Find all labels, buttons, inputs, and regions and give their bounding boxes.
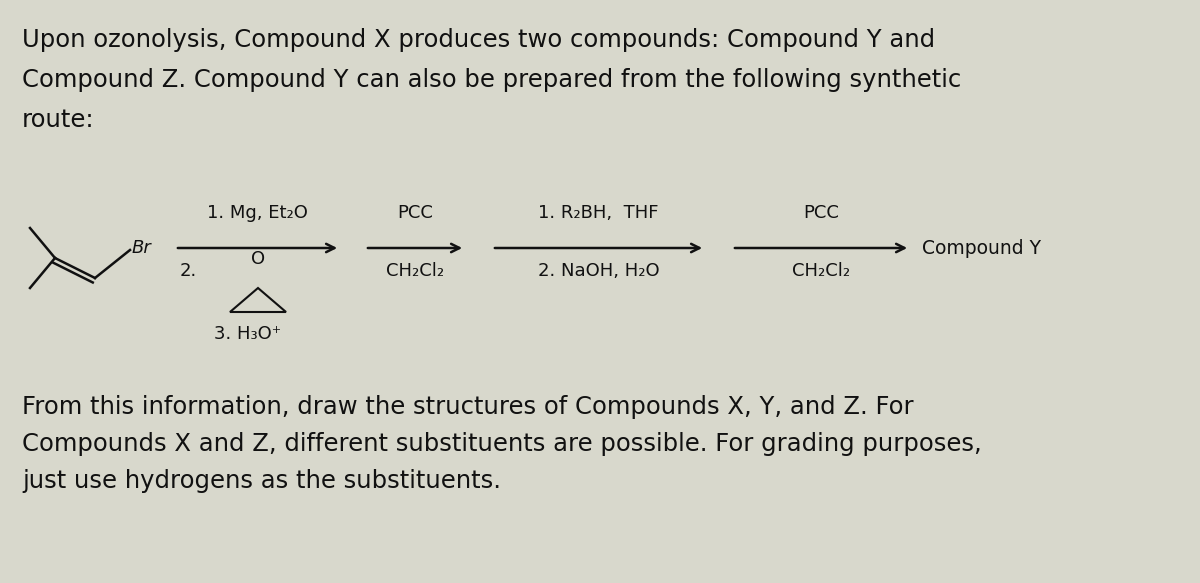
Text: 2.: 2. (180, 262, 197, 280)
Text: From this information, draw the structures of Compounds X, Y, and Z. For: From this information, draw the structur… (22, 395, 913, 419)
Text: Br: Br (132, 239, 151, 257)
Text: O: O (251, 250, 265, 268)
Text: just use hydrogens as the substituents.: just use hydrogens as the substituents. (22, 469, 502, 493)
Text: route:: route: (22, 108, 95, 132)
Text: CH₂Cl₂: CH₂Cl₂ (792, 262, 850, 280)
Text: PCC: PCC (803, 204, 839, 222)
Text: Compound Y: Compound Y (922, 238, 1042, 258)
Text: 1. Mg, Et₂O: 1. Mg, Et₂O (208, 204, 308, 222)
Text: Compounds X and Z, different substituents are possible. For grading purposes,: Compounds X and Z, different substituent… (22, 432, 982, 456)
Text: CH₂Cl₂: CH₂Cl₂ (386, 262, 444, 280)
Text: 2. NaOH, H₂O: 2. NaOH, H₂O (538, 262, 659, 280)
Text: 3. H₃O⁺: 3. H₃O⁺ (214, 325, 281, 343)
Text: 1. R₂BH,  THF: 1. R₂BH, THF (539, 204, 659, 222)
Text: Compound Z. Compound Y can also be prepared from the following synthetic: Compound Z. Compound Y can also be prepa… (22, 68, 961, 92)
Text: PCC: PCC (397, 204, 433, 222)
Text: Upon ozonolysis, Compound X produces two compounds: Compound Y and: Upon ozonolysis, Compound X produces two… (22, 28, 935, 52)
